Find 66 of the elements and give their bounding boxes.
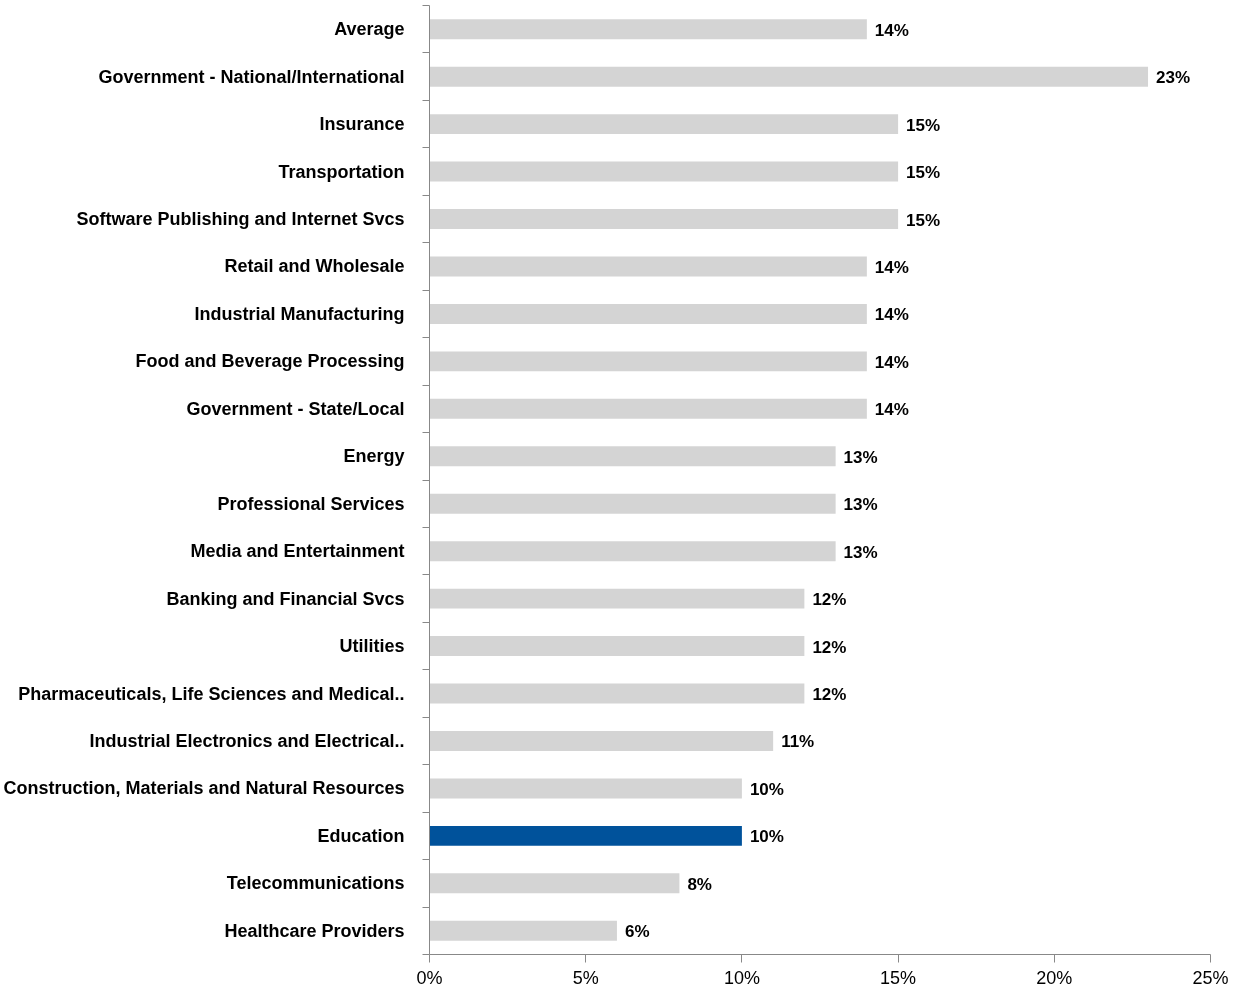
x-tick-label: 10% [723, 967, 760, 988]
bar [429, 588, 805, 609]
data-label: 14% [874, 400, 909, 420]
data-label: 14% [874, 305, 909, 325]
y-tick-label: Government - National/International [98, 66, 405, 87]
data-label: 6% [624, 922, 650, 942]
data-label: 10% [749, 827, 784, 847]
bar [429, 161, 899, 182]
bar [429, 493, 836, 514]
data-label: 15% [906, 163, 941, 183]
bar [429, 66, 1149, 87]
bar [429, 636, 805, 657]
data-label: 13% [843, 542, 878, 562]
data-label: 11% [781, 732, 815, 752]
data-label: 15% [906, 115, 941, 135]
bar [429, 351, 867, 372]
data-label: 13% [843, 447, 878, 467]
y-tick-label: Banking and Financial Svcs [166, 588, 405, 609]
data-label: 23% [1156, 68, 1191, 88]
y-tick-label: Construction, Materials and Natural Resources [3, 778, 405, 799]
y-tick-label: Insurance [319, 114, 405, 135]
y-tick-label: Retail and Wholesale [224, 256, 405, 277]
y-tick-label: Software Publishing and Internet Svcs [76, 209, 405, 230]
bar [429, 541, 836, 562]
data-label: 12% [812, 685, 847, 705]
y-tick-label: Average [334, 19, 405, 40]
y-tick-label: Professional Services [217, 493, 405, 514]
bar [429, 873, 680, 894]
x-tick-label: 25% [1192, 967, 1229, 988]
bar [429, 683, 805, 704]
bar [429, 778, 742, 799]
x-tick-label: 0% [416, 967, 443, 988]
y-tick-label: Food and Beverage Processing [135, 351, 405, 372]
y-tick-label: Healthcare Providers [224, 920, 405, 941]
y-tick-label: Education [317, 825, 405, 846]
y-tick-label: Telecommunications [226, 873, 405, 894]
y-tick-label: Industrial Manufacturing [194, 303, 405, 324]
y-tick-label: Industrial Electronics and Electrical.. [89, 730, 405, 751]
data-label: 8% [687, 874, 712, 894]
bar [429, 114, 899, 135]
bar [429, 446, 836, 467]
y-tick-label: Pharmaceuticals, Life Sciences and Medical.. [18, 683, 405, 704]
data-label: 13% [843, 495, 878, 515]
data-label: 15% [906, 210, 941, 230]
data-label: 14% [874, 20, 909, 40]
x-tick-label: 5% [572, 967, 599, 988]
data-label: 14% [874, 352, 909, 372]
data-label: 10% [749, 779, 784, 799]
bar [429, 398, 867, 419]
y-tick-label: Energy [343, 446, 405, 467]
x-tick-label: 20% [1036, 967, 1073, 988]
y-tick-label: Media and Entertainment [190, 541, 405, 562]
bar [429, 209, 899, 229]
y-tick-label: Utilities [339, 636, 405, 657]
data-label: 12% [812, 590, 847, 610]
y-tick-label: Government - State/Local [186, 398, 405, 419]
bar [429, 731, 774, 751]
data-label: 14% [874, 257, 909, 277]
data-label: 12% [812, 637, 847, 657]
bar [429, 303, 867, 324]
bar [429, 920, 617, 941]
bar [429, 19, 867, 40]
bar [429, 825, 742, 846]
x-tick-label: 15% [880, 967, 917, 988]
bar [429, 256, 867, 277]
y-tick-label: Transportation [278, 161, 405, 182]
